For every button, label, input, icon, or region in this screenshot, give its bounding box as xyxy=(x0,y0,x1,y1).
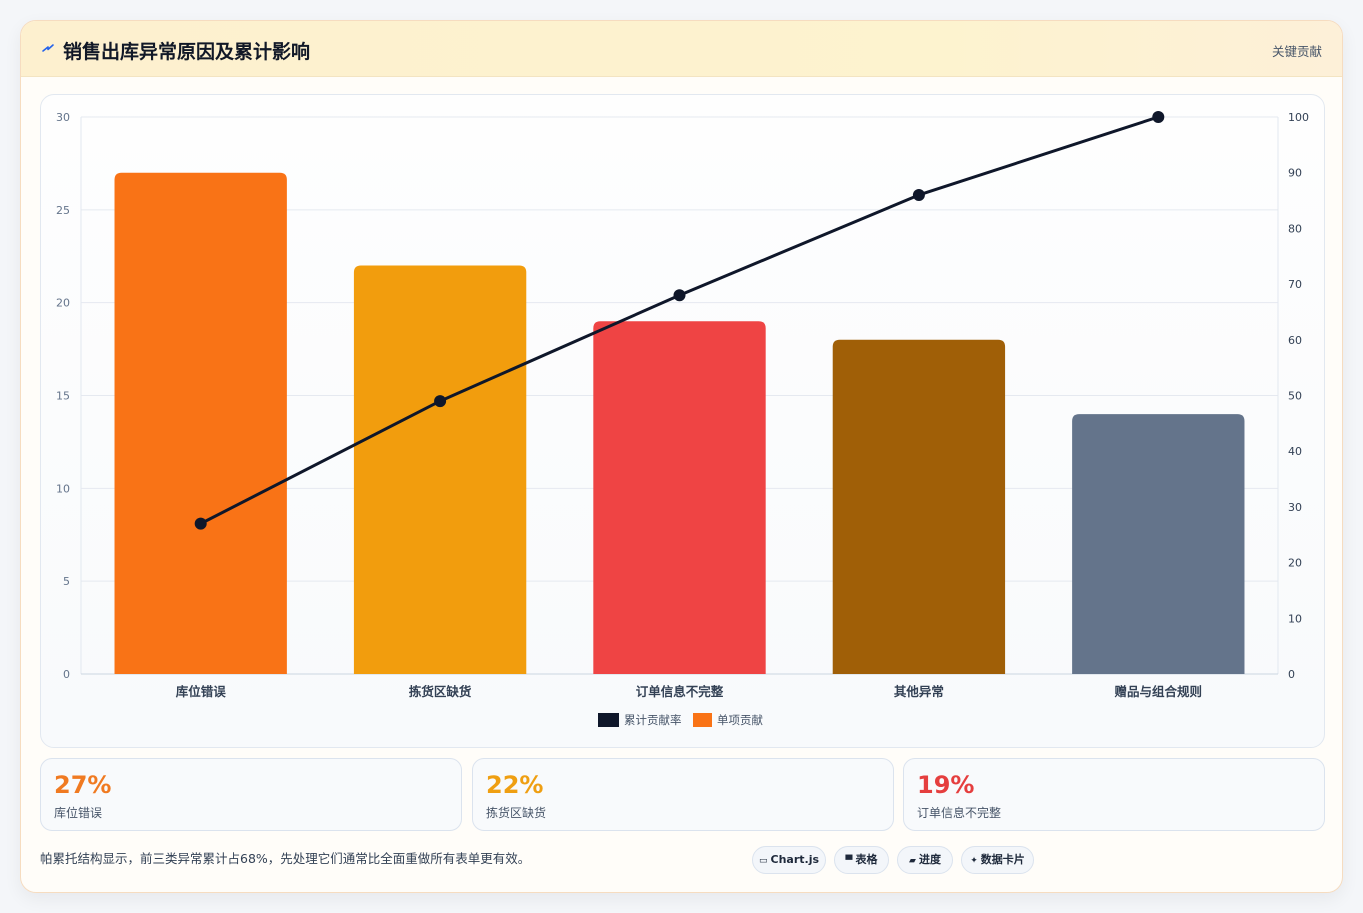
y-right-tick-label: 20 xyxy=(1288,557,1302,570)
stat-label: 库位错误 xyxy=(54,806,103,820)
chip-label: 数据卡片 xyxy=(980,853,1025,866)
stat-label: 拣货区缺货 xyxy=(486,806,547,820)
table-icon: ▀ xyxy=(845,856,853,866)
legend-label-bar: 单项贡献 xyxy=(717,713,763,727)
line-point xyxy=(194,517,207,530)
legend-swatch-bar xyxy=(693,713,712,727)
legend-label-line: 累计贡献率 xyxy=(624,713,682,727)
y-left-tick-label: 30 xyxy=(56,111,70,124)
y-left-tick-label: 20 xyxy=(56,297,70,310)
y-left-tick-label: 0 xyxy=(63,668,70,681)
bar xyxy=(353,265,527,674)
stat-label: 订单信息不完整 xyxy=(917,806,1002,820)
legend-swatch-line xyxy=(598,713,619,727)
bar xyxy=(593,321,766,674)
stat-card-2: 22% 拣货区缺货 xyxy=(472,758,894,831)
chart-card: 销售出库异常原因及累计影响 关键贡献 0 5 10 15 20 25 30 0 10 20 30 40… xyxy=(20,20,1343,893)
y-right-tick-label: 40 xyxy=(1288,445,1302,458)
y-left-tick-label: 25 xyxy=(56,204,70,217)
chip-label: 表格 xyxy=(855,853,878,866)
header-tag: 关键贡献 xyxy=(1271,44,1322,59)
chip-chartjs[interactable]: ▭ Chart.js xyxy=(752,846,826,874)
pareto-chart: 0 5 10 15 20 25 30 0 10 20 30 40 50 60 70 80 90 100 库位错误 拣货… xyxy=(56,111,1309,727)
chip-table[interactable]: ▀ 表格 xyxy=(834,846,889,874)
progress-icon: ▰ xyxy=(909,856,916,866)
stat-value: 27% xyxy=(54,771,112,799)
y-right-tick-label: 10 xyxy=(1288,612,1302,625)
chart-panel: 0 5 10 15 20 25 30 0 10 20 30 40 50 60 70 80 90 100 库位错误 拣货… xyxy=(40,94,1325,748)
stat-value: 19% xyxy=(917,771,975,799)
bar xyxy=(114,172,287,674)
y-right-tick-label: 80 xyxy=(1288,222,1302,235)
y-left-tick-label: 5 xyxy=(63,575,70,588)
x-tick-label: 赠品与组合规则 xyxy=(1115,684,1203,699)
page-title: 销售出库异常原因及累计影响 xyxy=(63,41,311,63)
summary-note: 帕累托结构显示，前三类异常累计占68%，先处理它们通常比全面重做所有表单更有效。 xyxy=(40,851,531,866)
y-left-tick-label: 10 xyxy=(56,482,70,495)
x-tick-label: 拣货区缺货 xyxy=(409,684,472,699)
x-tick-label: 订单信息不完整 xyxy=(636,684,724,699)
lightning-icon xyxy=(42,44,54,52)
line-point xyxy=(673,289,686,302)
bar xyxy=(1072,414,1245,674)
y-left-tick-label: 15 xyxy=(56,390,70,403)
y-right-tick-label: 100 xyxy=(1288,111,1309,124)
x-tick-label: 其他异常 xyxy=(894,684,944,699)
y-right-tick-label: 0 xyxy=(1288,668,1295,681)
chip-data-card[interactable]: ✦ 数据卡片 xyxy=(961,846,1034,874)
sparkle-icon: ✦ xyxy=(970,856,978,866)
stat-card-1: 27% 库位错误 xyxy=(40,758,462,831)
y-right-tick-label: 70 xyxy=(1288,278,1302,291)
line-point xyxy=(434,395,447,408)
chip-label: 进度 xyxy=(918,853,941,866)
y-right-tick-label: 90 xyxy=(1288,167,1302,180)
stat-value: 22% xyxy=(486,771,544,799)
chart-icon: ▭ xyxy=(758,856,768,866)
bar xyxy=(832,339,1006,674)
card-header: 销售出库异常原因及累计影响 关键贡献 xyxy=(21,21,1342,77)
y-right-tick-label: 60 xyxy=(1288,334,1302,347)
line-point xyxy=(1152,111,1165,123)
chip-progress[interactable]: ▰ 进度 xyxy=(897,846,953,874)
y-right-tick-label: 50 xyxy=(1288,390,1302,403)
line-point xyxy=(912,188,925,201)
stat-card-3: 19% 订单信息不完整 xyxy=(903,758,1325,831)
y-right-tick-label: 30 xyxy=(1288,501,1302,514)
x-tick-label: 库位错误 xyxy=(176,684,227,699)
chip-label: Chart.js xyxy=(770,853,820,866)
